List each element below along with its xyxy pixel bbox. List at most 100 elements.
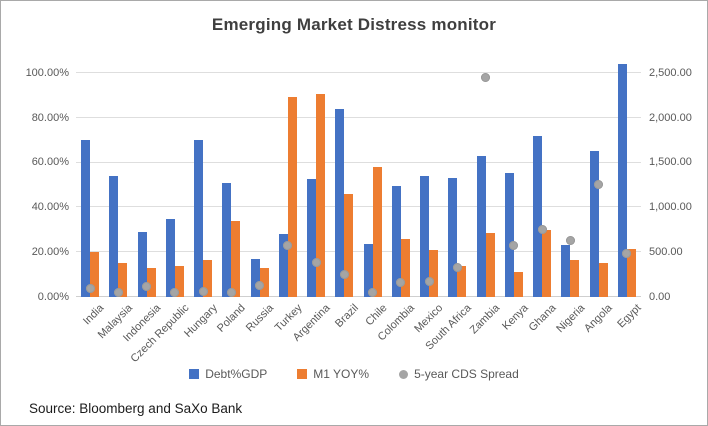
x-axis-label-nigeria: Nigeria: [553, 302, 587, 336]
m1-bar: [542, 229, 552, 297]
y-axis-right-tick-label: 0.00: [649, 291, 671, 303]
debt-bar: [420, 175, 430, 297]
debt-bar: [335, 108, 345, 297]
legend-label-m1: M1 YOY%: [313, 367, 370, 381]
bar-group-south-africa: [443, 56, 471, 297]
debt-bar: [363, 244, 373, 297]
m1-bar: [287, 97, 297, 297]
legend-label-debt: Debt%GDP: [205, 367, 268, 381]
debt-bar: [222, 182, 232, 297]
cds-spread-dot: [170, 288, 180, 298]
gridline: [76, 206, 641, 208]
bar-group-chile: [359, 56, 387, 297]
y-axis-right-tick-label: 2,500.00: [649, 66, 692, 79]
bar-group-nigeria: [556, 56, 584, 297]
debt-bar: [81, 140, 91, 297]
bar-group-zambia: [472, 56, 500, 297]
cds-spread-dot: [255, 281, 265, 291]
bar-group-argentina: [302, 56, 330, 297]
m1-bar: [400, 238, 410, 297]
m1-bar: [598, 263, 608, 297]
m1-bar: [344, 193, 354, 297]
legend: Debt%GDP M1 YOY% 5-year CDS Spread: [1, 367, 707, 381]
bar-group-czech-republic: [161, 56, 189, 297]
debt-bar: [448, 178, 458, 297]
y-axis-left-tick-label: 60.00%: [31, 156, 69, 169]
debt-bar: [533, 135, 543, 297]
x-axis-label-angola: Angola: [582, 302, 616, 335]
y-axis-left-tick-label: 40.00%: [31, 201, 69, 214]
m1-bar: [570, 260, 580, 297]
cds-spread-dot: [509, 240, 519, 250]
debt-bar: [504, 172, 514, 297]
cds-spread-dot: [537, 225, 547, 235]
debt-bar: [250, 258, 260, 297]
x-axis-label-ghana: Ghana: [526, 302, 559, 334]
bar-group-mexico: [415, 56, 443, 297]
debt-bar: [476, 155, 486, 297]
bar-group-angola: [585, 56, 613, 297]
x-axis-label-india: India: [81, 302, 107, 328]
cds-spread-dot: [113, 288, 123, 298]
y-axis-left-tick-label: 0.00%: [37, 291, 69, 303]
bar-group-ghana: [528, 56, 556, 297]
m1-bar: [626, 248, 636, 297]
y-axis-right-tick-label: 1,500.00: [649, 156, 692, 169]
y-axis-right-tick-label: 500.00: [649, 246, 683, 259]
m1-bar: [146, 267, 156, 297]
bar-group-indonesia: [133, 56, 161, 297]
cds-spread-dot: [226, 287, 236, 297]
cds-legend-dot-icon: [399, 369, 409, 379]
debt-bar: [165, 218, 175, 297]
gridline: [76, 116, 641, 118]
gridline: [76, 296, 641, 297]
cds-spread-dot: [565, 236, 575, 246]
gridline: [76, 71, 641, 73]
bar-group-turkey: [274, 56, 302, 297]
x-axis-label-kenya: Kenya: [499, 302, 531, 333]
x-axis-label-zambia: Zambia: [467, 302, 503, 337]
bar-group-kenya: [500, 56, 528, 297]
legend-item-cds: 5-year CDS Spread: [399, 367, 519, 381]
cds-spread-dot: [339, 269, 349, 279]
m1-bar: [259, 267, 269, 297]
cds-spread-dot: [481, 72, 491, 82]
source-note: Source: Bloomberg and SaXo Bank: [29, 401, 243, 416]
bar-group-india: [76, 56, 104, 297]
m1-bar: [231, 220, 241, 297]
bar-group-malaysia: [104, 56, 132, 297]
bar-group-egypt: [613, 56, 641, 297]
cds-spread-dot: [368, 287, 378, 297]
y-axis-left-tick-label: 100.00%: [25, 66, 69, 79]
x-axis-label-russia: Russia: [243, 302, 277, 335]
m1-bar: [513, 272, 523, 297]
cds-spread-dot: [283, 240, 293, 250]
cds-spread-dot: [198, 287, 208, 297]
debt-bar: [109, 175, 119, 297]
m1-bar: [316, 94, 326, 297]
debt-bar: [617, 63, 627, 297]
cds-spread-dot: [452, 263, 462, 273]
legend-item-debt: Debt%GDP: [189, 367, 267, 381]
debt-bar: [307, 179, 317, 297]
debt-bar: [561, 245, 571, 297]
m1-bar: [429, 249, 439, 297]
y-axis-right-tick-label: 1,000.00: [649, 201, 692, 214]
gridline: [76, 161, 641, 163]
cds-spread-dot: [142, 281, 152, 291]
cds-spread-dot: [594, 179, 604, 189]
cds-spread-dot: [311, 257, 321, 267]
debt-bar: [137, 232, 147, 297]
legend-label-cds: 5-year CDS Spread: [414, 367, 519, 381]
bar-group-hungary: [189, 56, 217, 297]
x-axis-labels: India Malaysia Indonesia Czech Republic Hung…: [76, 302, 643, 374]
cds-spread-dot: [424, 276, 434, 286]
debt-bar: [589, 151, 599, 297]
m1-bar: [457, 265, 467, 297]
y-axis-left-tick-label: 20.00%: [31, 246, 69, 259]
m1-bar: [203, 260, 213, 297]
bar-group-colombia: [387, 56, 415, 297]
m1-bar: [118, 263, 128, 297]
debt-legend-swatch-icon: [189, 369, 200, 379]
